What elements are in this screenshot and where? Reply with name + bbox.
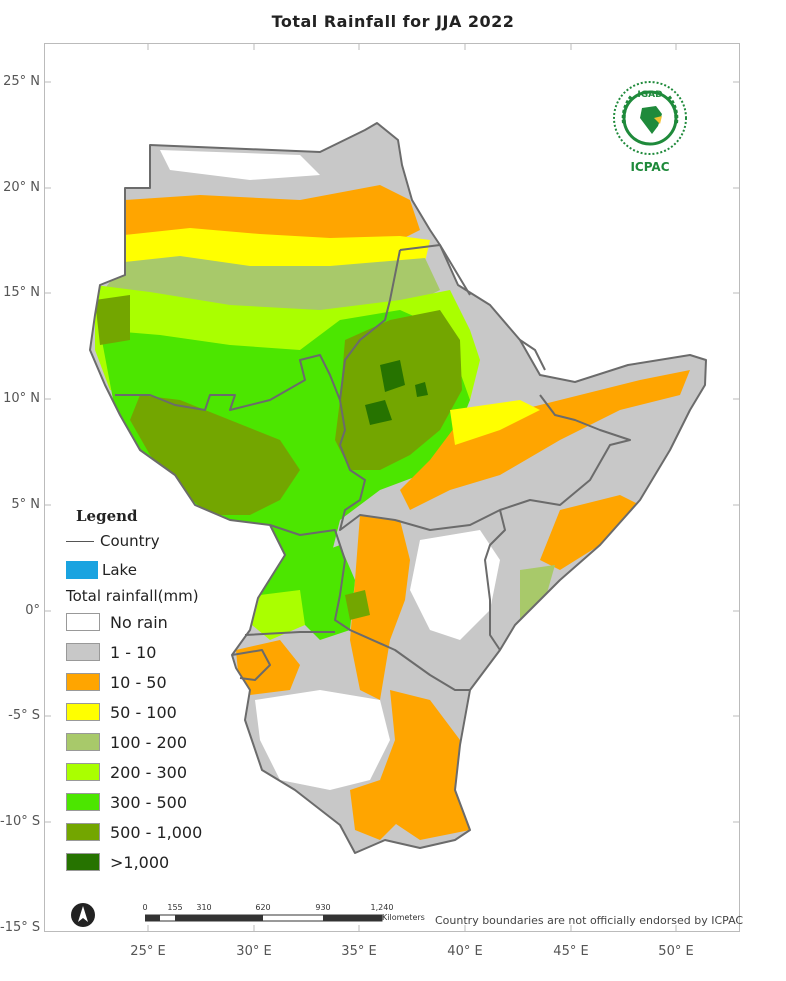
zone-no-rain-north (160, 150, 320, 180)
legend-swatch (66, 793, 100, 811)
legend-swatch (66, 613, 100, 631)
zone-10-50-sudan (125, 185, 420, 240)
lat-label-10n: 10° N (3, 391, 40, 406)
border-sudan-southsudan (115, 354, 346, 446)
legend-class-label: 100 - 200 (110, 732, 188, 752)
lon-label-25e: 25° E (130, 944, 166, 959)
logo-top-text: IGAD (637, 90, 663, 100)
legend-row-class: 10 - 50 (66, 671, 167, 693)
lon-label-50e: 50° E (658, 944, 694, 959)
lon-label-40e: 40° E (447, 944, 483, 959)
scale-tick-0: 0 (142, 903, 148, 912)
zone-gt1000-a (380, 360, 405, 392)
lat-label-15s: -15° S (0, 920, 41, 935)
lon-label-30e: 30° E (236, 944, 272, 959)
border-sudan-ethiopia (339, 249, 401, 401)
lon-label-45e: 45° E (553, 944, 589, 959)
zone-10-50-somalia (540, 495, 640, 570)
map-frame (44, 43, 740, 932)
border-eritrea (399, 244, 471, 296)
zone-500-1000-west (130, 395, 300, 515)
zone-50-100-horn (450, 400, 540, 445)
legend-row-country: Country (66, 530, 160, 552)
lat-label-10s: -10° S (0, 814, 41, 829)
zone-500-1000-victoria (345, 590, 370, 620)
lat-label-0: 0° (25, 603, 40, 618)
country-line-symbol (66, 540, 94, 542)
legend-class-label: 1 - 10 (110, 642, 157, 662)
legend-row-class: 300 - 500 (66, 791, 187, 813)
legend-swatch (66, 673, 100, 691)
legend-row-class: 100 - 200 (66, 731, 187, 753)
scale-tick-4: 930 (315, 903, 331, 912)
lat-label-5s: -5° S (8, 708, 40, 723)
zone-10-50-south (350, 780, 400, 840)
legend-class-label: 200 - 300 (110, 762, 188, 782)
lat-label-25n: 25° N (3, 74, 40, 89)
legend-swatch (66, 703, 100, 721)
lat-label-5n: 5° N (11, 497, 40, 512)
zone-no-rain-kenya (410, 530, 500, 640)
map-title: Total Rainfall for JJA 2022 (271, 12, 515, 31)
legend-country-label: Country (100, 532, 160, 550)
legend-swatch (66, 763, 100, 781)
legend-row-class: >1,000 (66, 851, 169, 873)
lake-swatch (66, 561, 98, 579)
legend-row-lake: Lake (66, 559, 137, 581)
scale-tick-3: 620 (255, 903, 271, 912)
legend-lake-label: Lake (102, 561, 137, 579)
legend-swatch (66, 733, 100, 751)
legend-swatch (66, 823, 100, 841)
scale-tick-2: 310 (196, 903, 212, 912)
igad-icpac-logo: IGAD ICPAC (610, 78, 690, 178)
lat-label-15n: 15° N (3, 285, 40, 300)
zone-200-300-uganda (252, 590, 305, 640)
frame-ticks (44, 43, 740, 932)
border-ethiopia-south (339, 394, 631, 531)
scale-bar-graphic (145, 914, 383, 922)
igad-emblem-icon (613, 81, 687, 155)
zone-300-500-uganda (295, 545, 355, 640)
zone-gt1000-c (415, 382, 428, 397)
legend-swatch (66, 643, 100, 661)
legend-row-rainfall-title: Total rainfall(mm) (66, 585, 199, 607)
zone-10-50-kenya (350, 515, 410, 700)
zone-500-1000-darfur (95, 295, 130, 345)
boundary-disclaimer: Country boundaries are not officially en… (435, 914, 744, 927)
border-kenya-somalia (484, 509, 506, 651)
legend-class-label: 500 - 1,000 (110, 822, 203, 842)
legend-class-label: 300 - 500 (110, 792, 188, 812)
scale-tick-1: 155 (167, 903, 183, 912)
legend-row-class: 200 - 300 (66, 761, 187, 783)
legend-class-label: 50 - 100 (110, 702, 177, 722)
zone-10-50-horn (400, 370, 690, 510)
border-djibouti (519, 339, 546, 371)
zone-10-50-tanzania (380, 690, 470, 840)
legend-class-label: >1,000 (110, 852, 170, 872)
legend-row-class: 50 - 100 (66, 701, 177, 723)
zone-no-rain-tanzania (255, 690, 390, 790)
scale-unit: Kilometers (382, 913, 425, 922)
legend-rainfall-title: Total rainfall(mm) (66, 587, 199, 605)
scale-tick-5: 1,240 (370, 903, 394, 912)
lat-label-20n: 20° N (3, 180, 40, 195)
legend-swatch (66, 853, 100, 871)
legend-row-class: 1 - 10 (66, 641, 156, 663)
border-kenya-tanzania (269, 524, 470, 691)
legend-class-label: 10 - 50 (110, 672, 167, 692)
legend-row-class: No rain (66, 611, 168, 633)
legend-row-class: 500 - 1,000 (66, 821, 202, 843)
zone-gt1000-b (365, 400, 392, 425)
legend-title: Legend (76, 507, 138, 525)
zone-500-1000-ethiopia (335, 310, 462, 470)
logo-bottom-text: ICPAC (630, 160, 670, 174)
north-arrow-icon (71, 903, 95, 927)
lon-label-35e: 35° E (341, 944, 377, 959)
country-borders (89, 122, 707, 854)
border-rwanda-burundi (231, 649, 271, 681)
legend-class-label: No rain (110, 612, 168, 632)
border-uganda-tanzania (244, 631, 335, 636)
zone-100-200-somalia (520, 565, 555, 620)
